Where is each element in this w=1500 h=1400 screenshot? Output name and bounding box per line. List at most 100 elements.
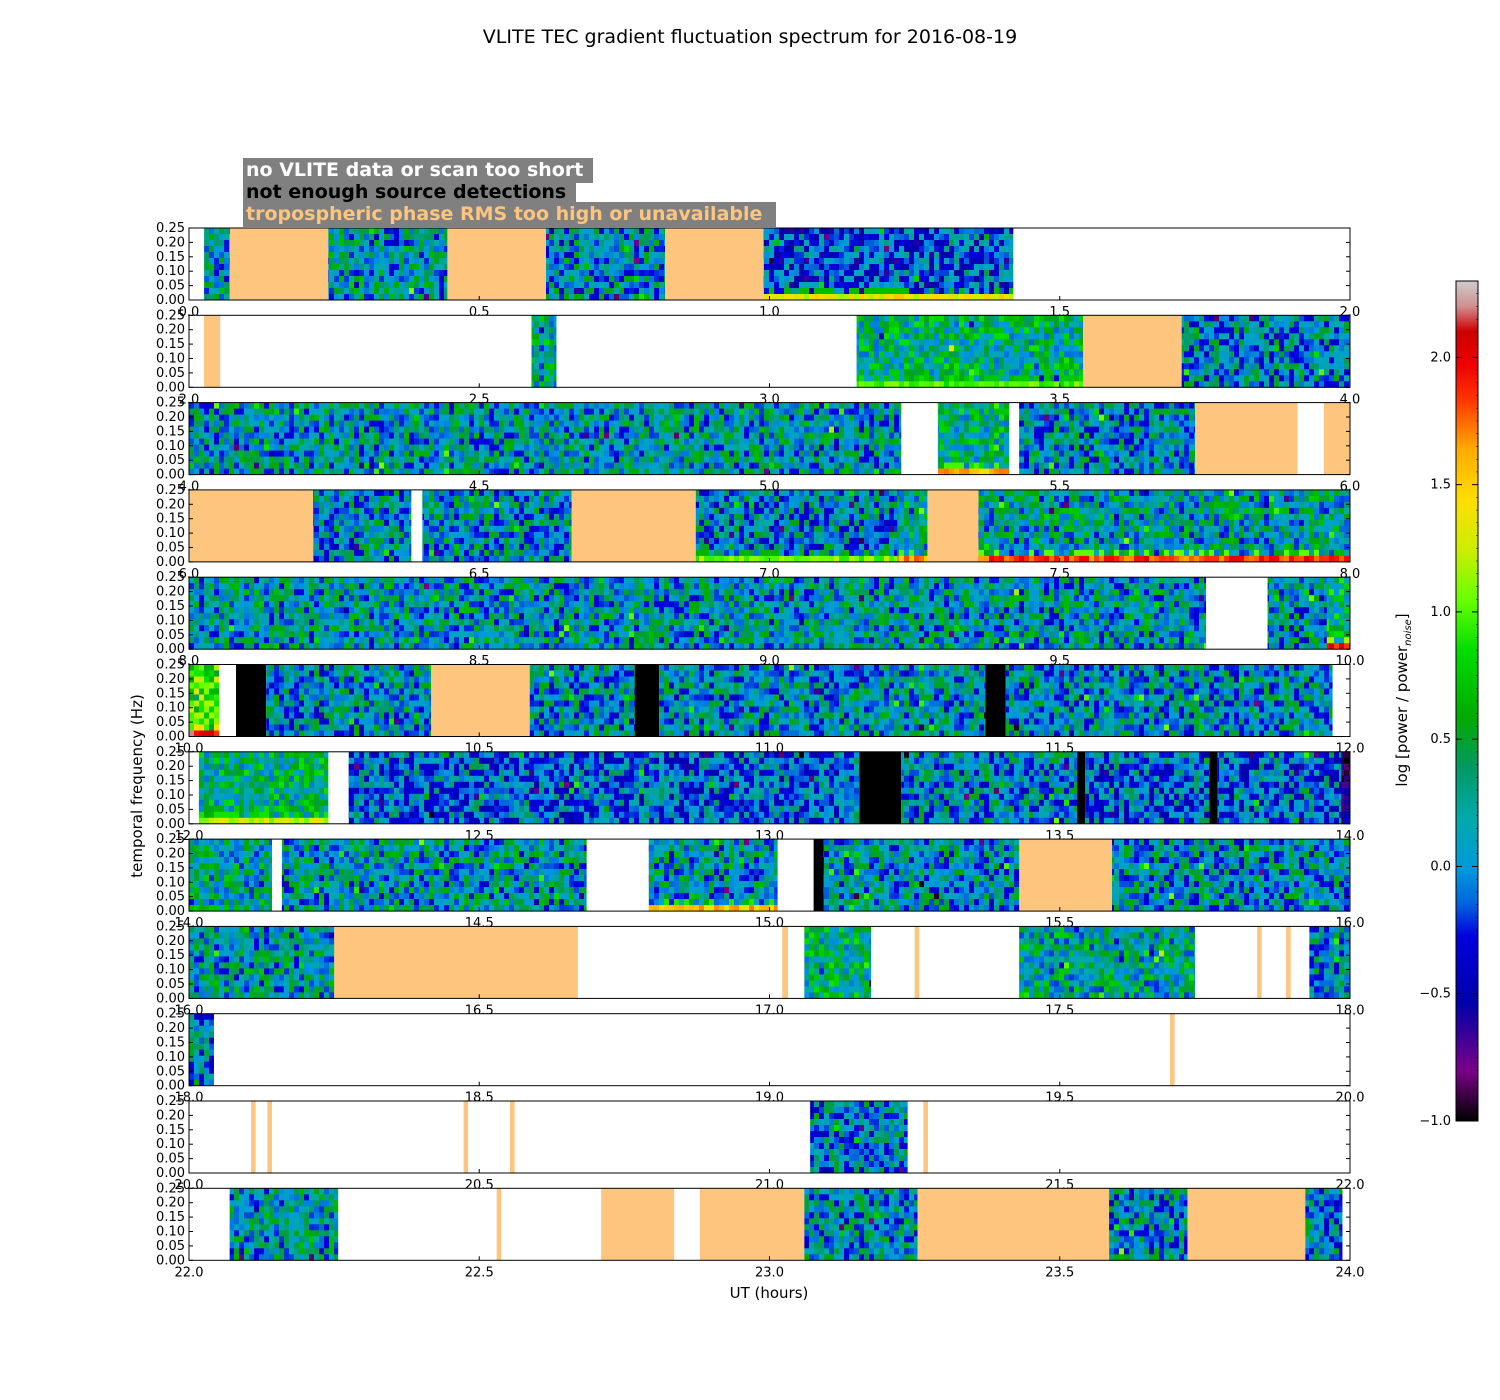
heatmap-cell bbox=[899, 315, 904, 321]
heatmap-cell bbox=[964, 288, 969, 294]
heatmap-cell bbox=[1179, 427, 1184, 433]
heatmap-cell bbox=[1034, 409, 1039, 415]
heatmap-cell bbox=[1004, 276, 1009, 282]
heatmap-cell bbox=[804, 439, 809, 445]
heatmap-cell bbox=[219, 415, 224, 421]
heatmap-cell bbox=[204, 258, 209, 264]
heatmap-cell bbox=[204, 439, 209, 445]
heatmap-cell bbox=[969, 427, 974, 433]
heatmap-cell bbox=[959, 403, 964, 409]
heatmap-cell bbox=[749, 415, 754, 421]
heatmap-cell bbox=[219, 433, 224, 439]
heatmap-cell bbox=[564, 439, 569, 445]
heatmap-cell bbox=[474, 421, 479, 427]
heatmap-cell bbox=[249, 463, 254, 469]
heatmap-cell bbox=[1294, 351, 1299, 357]
heatmap-cell bbox=[819, 469, 824, 475]
heatmap-cell bbox=[1179, 421, 1184, 427]
heatmap-cell bbox=[1164, 457, 1169, 463]
heatmap-cell bbox=[399, 282, 404, 288]
heatmap-cell bbox=[274, 415, 279, 421]
heatmap-cell bbox=[744, 427, 749, 433]
heatmap-cell bbox=[1099, 457, 1104, 463]
heatmap-cell bbox=[879, 421, 884, 427]
heatmap-cell bbox=[349, 294, 354, 300]
heatmap-cell bbox=[629, 439, 634, 445]
heatmap-cell bbox=[889, 327, 894, 333]
heatmap-cell bbox=[279, 457, 284, 463]
heatmap-cell bbox=[549, 351, 554, 357]
heatmap-cell bbox=[1039, 363, 1044, 369]
heatmap-cell bbox=[739, 457, 744, 463]
heatmap-cell bbox=[334, 469, 339, 475]
heatmap-cell bbox=[624, 457, 629, 463]
heatmap-cell bbox=[339, 288, 344, 294]
heatmap-cell bbox=[999, 463, 1004, 469]
heatmap-cell bbox=[384, 508, 389, 514]
heatmap-cell bbox=[1114, 427, 1119, 433]
heatmap-cell bbox=[329, 490, 334, 496]
heatmap-cell bbox=[1114, 463, 1119, 469]
heatmap-cell bbox=[379, 433, 384, 439]
heatmap-cell bbox=[1059, 333, 1064, 339]
heatmap-cell bbox=[449, 439, 454, 445]
heatmap-cell bbox=[1009, 276, 1014, 282]
heatmap-cell bbox=[329, 228, 334, 234]
heatmap-cell bbox=[589, 427, 594, 433]
heatmap-cell bbox=[614, 276, 619, 282]
heatmap-cell bbox=[1079, 451, 1084, 457]
heatmap-cell bbox=[849, 288, 854, 294]
heatmap-cell bbox=[389, 526, 394, 532]
heatmap-cell bbox=[389, 258, 394, 264]
heatmap-cell bbox=[884, 276, 889, 282]
heatmap-cell bbox=[1019, 375, 1024, 381]
heatmap-cell bbox=[764, 234, 769, 240]
heatmap-cell bbox=[989, 345, 994, 351]
heatmap-cell bbox=[984, 327, 989, 333]
heatmap-cell bbox=[864, 288, 869, 294]
heatmap-cell bbox=[539, 369, 544, 375]
heatmap-cell bbox=[889, 351, 894, 357]
heatmap-cell bbox=[564, 264, 569, 270]
heatmap-cell bbox=[589, 234, 594, 240]
heatmap-cell bbox=[1079, 433, 1084, 439]
heatmap-cell bbox=[859, 240, 864, 246]
heatmap-cell bbox=[584, 403, 589, 409]
heatmap-cell bbox=[424, 463, 429, 469]
heatmap-cell bbox=[319, 415, 324, 421]
heatmap-cell bbox=[1104, 439, 1109, 445]
heatmap-cell bbox=[1204, 363, 1209, 369]
heatmap-cell bbox=[994, 439, 999, 445]
heatmap-cell bbox=[1044, 421, 1049, 427]
heatmap-cell bbox=[534, 439, 539, 445]
heatmap-cell bbox=[419, 240, 424, 246]
heatmap-cell bbox=[1154, 427, 1159, 433]
heatmap-cell bbox=[994, 351, 999, 357]
heatmap-cell bbox=[434, 451, 439, 457]
heatmap-cell bbox=[529, 445, 534, 451]
heatmap-cell bbox=[499, 403, 504, 409]
heatmap-cell bbox=[919, 381, 924, 387]
heatmap-cell bbox=[1004, 333, 1009, 339]
heatmap-cell bbox=[779, 421, 784, 427]
heatmap-cell bbox=[874, 315, 879, 321]
heatmap-cell bbox=[869, 294, 874, 300]
heatmap-cell bbox=[1154, 433, 1159, 439]
heatmap-cell bbox=[274, 469, 279, 475]
heatmap-cell bbox=[964, 240, 969, 246]
heatmap-cell bbox=[479, 451, 484, 457]
heatmap-cell bbox=[979, 375, 984, 381]
heatmap-cell bbox=[389, 433, 394, 439]
heatmap-cell bbox=[929, 333, 934, 339]
heatmap-cell bbox=[964, 228, 969, 234]
heatmap-cell bbox=[924, 315, 929, 321]
heatmap-cell bbox=[989, 369, 994, 375]
heatmap-cell bbox=[529, 409, 534, 415]
heatmap-cell bbox=[679, 415, 684, 421]
heatmap-cell bbox=[574, 457, 579, 463]
heatmap-cell bbox=[739, 427, 744, 433]
heatmap-cell bbox=[559, 240, 564, 246]
heatmap-cell bbox=[784, 421, 789, 427]
heatmap-cell bbox=[714, 409, 719, 415]
heatmap-cell bbox=[1219, 339, 1224, 345]
